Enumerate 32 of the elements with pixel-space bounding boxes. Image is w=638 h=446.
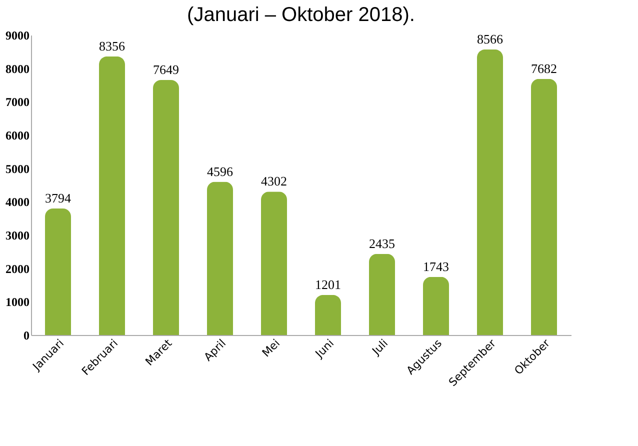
bar <box>261 192 287 335</box>
y-tick-label: 2000 <box>6 262 30 276</box>
y-tick-label: 1000 <box>6 295 30 310</box>
bar <box>45 208 71 335</box>
data-label: 1201 <box>315 276 341 292</box>
y-tick-label: 0 <box>24 328 30 342</box>
data-label: 8356 <box>99 38 126 54</box>
y-tick-label: 8000 <box>6 62 30 76</box>
x-tick-label: Mei <box>260 336 282 360</box>
y-tick-label: 7000 <box>6 95 30 110</box>
y-tick-label: 6000 <box>6 128 30 142</box>
data-label: 4596 <box>207 164 234 179</box>
data-label: 3794 <box>45 190 72 206</box>
data-label: 2435 <box>369 236 395 251</box>
bar <box>531 78 557 335</box>
bar <box>423 276 449 335</box>
y-tick-label: 5000 <box>6 162 30 176</box>
bar <box>369 254 395 335</box>
data-label: 4302 <box>261 174 287 189</box>
chart-title: (Januari – Oktober 2018). <box>187 4 415 26</box>
bar <box>99 56 125 335</box>
bar <box>153 80 179 335</box>
data-label: 7649 <box>153 62 179 78</box>
bar <box>477 49 503 335</box>
data-label: 1743 <box>423 258 449 274</box>
bar <box>315 294 341 335</box>
y-tick-label: 3000 <box>6 228 30 242</box>
bar <box>207 182 233 335</box>
data-label: 8566 <box>477 31 504 46</box>
data-label: 7682 <box>531 60 557 76</box>
y-tick-label: 4000 <box>6 195 30 210</box>
y-tick-label: 9000 <box>6 28 30 42</box>
